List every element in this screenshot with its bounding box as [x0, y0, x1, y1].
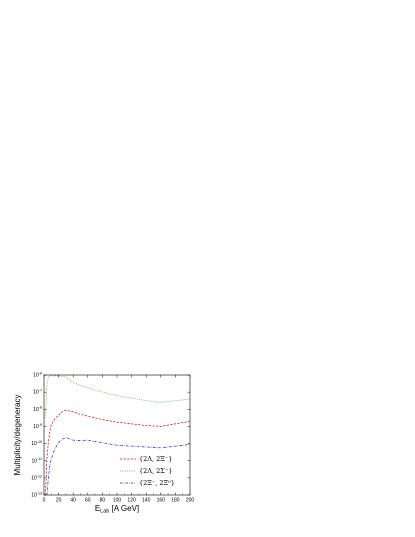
- y-tick-label: 10-10: [31, 440, 42, 447]
- x-tick-label: 160: [157, 498, 166, 504]
- series-line-2: [45, 375, 191, 418]
- legend-label-3: {2Ξ⁻, 2Ξ⁰}: [139, 479, 175, 487]
- x-tick-label: 20: [56, 498, 62, 504]
- y-tick-label: 10-11: [32, 457, 43, 464]
- series-line-1: [45, 409, 191, 496]
- x-axis-title: ELab [A GeV]: [95, 504, 139, 515]
- series-line-3: [46, 437, 191, 496]
- y-tick-label: 10-6: [33, 371, 42, 378]
- x-tick-label: 200: [186, 498, 195, 504]
- x-tick-label: 80: [100, 498, 106, 504]
- x-tick-label: 140: [142, 498, 151, 504]
- y-tick-label: 10-7: [33, 389, 42, 396]
- x-tick-label: 120: [127, 498, 136, 504]
- x-tick-label: 100: [113, 498, 122, 504]
- legend: {2Λ, 2Ξ⁻} {2Λ, 2Σ⁻} {2Ξ⁻, 2Ξ⁰}: [120, 455, 175, 487]
- y-axis-title: Multiplicity/degeneracy: [13, 395, 22, 476]
- series-layer: [45, 375, 191, 496]
- x-tick-label: 40: [70, 498, 76, 504]
- y-gridless-axes: [43, 374, 191, 496]
- y-axis: 10-13 10-12 10-11 10-10 10-9 10-8 10-7 10-6: [31, 371, 190, 499]
- y-tick-label: 10-12: [31, 474, 42, 481]
- x-tick-label: 180: [171, 498, 180, 504]
- plot-frame: [43, 374, 191, 496]
- legend-label-2: {2Λ, 2Σ⁻}: [139, 467, 172, 475]
- legend-label-1: {2Λ, 2Ξ⁻}: [139, 455, 172, 463]
- y-tick-label: 10-9: [33, 423, 42, 430]
- x-tick-label: 0: [43, 498, 46, 504]
- x-axis: 0 20 40 60 80 100 120 140 160 180 200: [43, 375, 195, 504]
- x-tick-label: 60: [85, 498, 91, 504]
- y-tick-label: 10-13: [31, 491, 42, 498]
- y-tick-label: 10-8: [33, 406, 42, 413]
